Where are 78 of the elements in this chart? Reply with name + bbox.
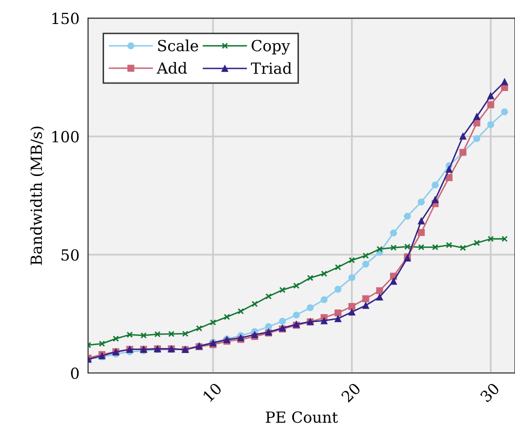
point — [238, 308, 244, 314]
point — [473, 113, 480, 120]
point — [376, 287, 384, 294]
point — [473, 119, 480, 126]
point — [432, 244, 438, 250]
point — [348, 257, 355, 264]
x-axis-title: PE Count — [266, 411, 338, 423]
point — [210, 319, 216, 326]
point — [390, 244, 397, 251]
point — [446, 166, 453, 173]
point — [404, 212, 411, 220]
point — [362, 302, 370, 309]
point — [265, 323, 272, 330]
legend-label: Copy — [252, 40, 290, 55]
point — [390, 278, 397, 285]
point — [418, 198, 425, 206]
point — [376, 294, 384, 301]
point — [334, 264, 342, 270]
point — [334, 286, 342, 293]
point — [140, 332, 147, 339]
y-tick-label: 50 — [62, 249, 79, 261]
point — [501, 236, 508, 242]
point — [307, 274, 314, 282]
point — [474, 240, 480, 246]
point — [390, 229, 397, 236]
point — [432, 181, 439, 188]
point — [112, 336, 119, 342]
point — [487, 121, 494, 128]
point — [460, 244, 466, 251]
x-tick-label: 20 — [340, 382, 362, 403]
point — [362, 252, 369, 259]
point — [278, 318, 286, 325]
point — [320, 317, 328, 324]
point — [252, 300, 258, 308]
point — [154, 331, 161, 338]
point — [418, 217, 425, 224]
x-tick-label: 30 — [480, 382, 500, 403]
point — [265, 293, 272, 300]
y-axis-title: Bandwidth (MB/s) — [30, 126, 44, 265]
point — [196, 325, 202, 332]
point — [320, 296, 328, 304]
point — [320, 270, 328, 277]
point — [473, 135, 480, 142]
point — [126, 332, 133, 338]
point — [348, 308, 356, 316]
y-tick-label: 150 — [52, 12, 79, 24]
point — [501, 78, 508, 86]
point — [446, 242, 452, 248]
point — [293, 282, 300, 289]
legend-label: Scale — [158, 40, 198, 52]
point — [487, 101, 494, 108]
point — [348, 274, 356, 282]
point — [334, 309, 342, 316]
point — [306, 304, 314, 312]
point — [432, 196, 439, 204]
point — [224, 314, 230, 320]
point — [459, 132, 466, 140]
point — [418, 229, 425, 236]
point — [362, 260, 370, 268]
point — [487, 92, 494, 100]
y-tick-label: 100 — [52, 130, 79, 142]
point — [418, 244, 424, 250]
point — [279, 286, 286, 294]
x-tick-label: 10 — [202, 382, 222, 402]
point — [168, 330, 174, 338]
point — [334, 315, 342, 322]
point — [446, 174, 453, 182]
point — [348, 303, 356, 310]
y-tick-label: 0 — [71, 367, 79, 380]
point — [292, 312, 300, 319]
point — [488, 236, 494, 242]
point — [404, 244, 411, 250]
point — [98, 340, 106, 347]
legend-label: Triad — [250, 62, 292, 74]
point — [182, 330, 188, 337]
point — [501, 108, 508, 116]
point — [376, 246, 383, 252]
legend-label: Add — [156, 62, 187, 74]
